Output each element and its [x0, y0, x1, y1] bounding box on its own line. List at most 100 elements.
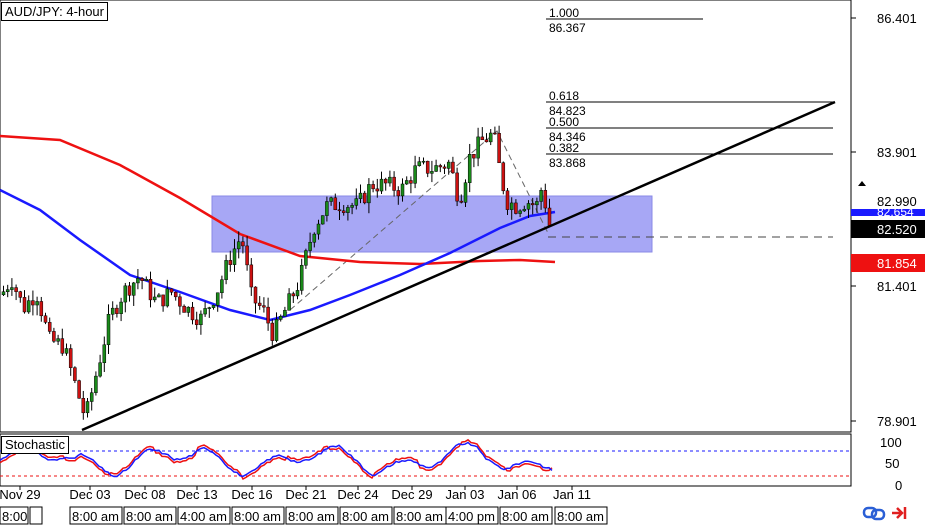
candle-bearish: [501, 162, 506, 192]
candle-bearish: [547, 207, 552, 226]
candle-bullish: [539, 190, 543, 202]
candle-bullish: [85, 401, 90, 414]
candle-bearish: [257, 302, 262, 306]
candle-bullish: [203, 308, 207, 315]
date-tick: Dec 16: [231, 487, 272, 502]
stoch-tick-0: 0: [895, 478, 902, 493]
candle-bearish: [451, 161, 455, 174]
date-tick: Dec 21: [285, 487, 326, 502]
candle-bullish: [5, 289, 10, 292]
time-label: 8:00 am: [126, 509, 173, 524]
candle-bearish: [127, 285, 132, 296]
ascending-trendline[interactable]: [81, 100, 836, 432]
candle-bearish: [60, 338, 65, 354]
candle-bullish: [476, 136, 480, 159]
time-label: 8:00 am: [234, 509, 281, 524]
fib-price-0382: 83.868: [549, 156, 586, 170]
candle-bullish: [220, 279, 224, 294]
candle-bullish: [463, 182, 468, 203]
price-axis: 86.401 83.901 81.401 78.901 82.990 82.65…: [851, 11, 925, 429]
candle-bearish: [266, 306, 270, 324]
time-label: 4:00 am: [180, 509, 227, 524]
time-label: 4:00 pm: [448, 509, 495, 524]
fib-price-0618: 84.823: [549, 104, 586, 118]
fib-swing-line[interactable]: [274, 130, 549, 324]
candle-bearish: [362, 192, 367, 204]
candle-bearish: [249, 264, 254, 288]
date-tick: Nov 29: [0, 487, 41, 502]
date-tick: Jan 06: [497, 487, 536, 502]
candle-bullish: [304, 250, 308, 266]
candle-bearish: [148, 279, 153, 301]
candle-bearish: [245, 245, 249, 266]
candle-bullish: [358, 192, 363, 199]
candle-bullish: [274, 319, 279, 341]
time-cell: [554, 506, 608, 525]
candle-bullish: [367, 184, 371, 204]
candle-bullish: [98, 362, 102, 377]
candle-bearish: [333, 197, 338, 210]
blue-ma-price-tag: [851, 209, 925, 216]
time-cell: [445, 506, 499, 525]
candle-bullish: [413, 165, 417, 184]
blue-moving-average[interactable]: [0, 188, 556, 322]
candle-bearish: [18, 291, 23, 298]
candle-bearish: [39, 301, 44, 317]
candle-bullish: [199, 313, 203, 326]
arrow-right-to-line-icon[interactable]: [892, 507, 907, 519]
candle-bullish: [131, 282, 136, 296]
candle-bearish: [22, 297, 27, 313]
date-tick: Dec 03: [69, 487, 110, 502]
candle-bearish: [241, 241, 245, 247]
fib-price-1000: 86.367: [549, 21, 586, 35]
date-tick: Dec 29: [391, 487, 432, 502]
candle-bullish: [535, 201, 539, 206]
candle-bearish: [455, 172, 459, 202]
candle-bearish: [392, 176, 396, 191]
candle-bullish: [421, 160, 426, 163]
candle-bullish: [278, 316, 283, 320]
candle-bearish: [262, 305, 266, 308]
candle-bullish: [388, 176, 392, 184]
candle-bearish: [161, 294, 165, 307]
candle-bullish: [119, 301, 123, 314]
stochastic-k-line: [0, 441, 553, 478]
red-moving-average[interactable]: [0, 134, 556, 266]
stochastic-label: Stochastic: [1, 436, 69, 454]
time-cell: [339, 506, 393, 525]
candle-bullish: [207, 307, 212, 309]
time-cell: [123, 506, 177, 525]
time-cell: [69, 506, 123, 525]
price-tick-1: 86.401: [877, 11, 917, 26]
candle-bullish: [283, 309, 287, 317]
candle-bearish: [375, 188, 380, 192]
candle-bullish: [434, 165, 438, 172]
candle-bearish: [371, 184, 375, 190]
candle-bearish: [438, 165, 443, 168]
date-tick: Dec 24: [337, 487, 378, 502]
candle-bullish: [446, 161, 451, 169]
stochastic-d-line: [0, 438, 553, 481]
candle-bearish: [43, 315, 48, 323]
time-label: 8:00 am: [288, 509, 335, 524]
consolidation-zone[interactable]: [211, 195, 653, 253]
candle-bearish: [442, 166, 447, 169]
candle-bearish: [480, 136, 485, 141]
blue-ma-price-partial: 82.654: [877, 205, 914, 219]
time-cell: [499, 506, 553, 525]
time-label: 8:00 am: [502, 509, 549, 524]
candle-bullish: [312, 233, 317, 243]
date-tick: Dec 08: [124, 487, 165, 502]
candle-bullish: [56, 338, 60, 342]
candle-bullish: [89, 392, 94, 402]
candle-bullish: [417, 161, 422, 166]
link-icon[interactable]: [862, 506, 886, 521]
candle-bearish: [81, 398, 86, 414]
red-ma-price-tag: [851, 254, 925, 272]
candle-bullish: [157, 294, 161, 298]
candle-bullish: [186, 306, 191, 313]
fibonacci-levels[interactable]: 1.000 86.367 0.618 84.823 0.500 84.346 0…: [546, 6, 833, 170]
candle-bearish: [182, 305, 186, 313]
candle-bullish: [64, 348, 69, 354]
